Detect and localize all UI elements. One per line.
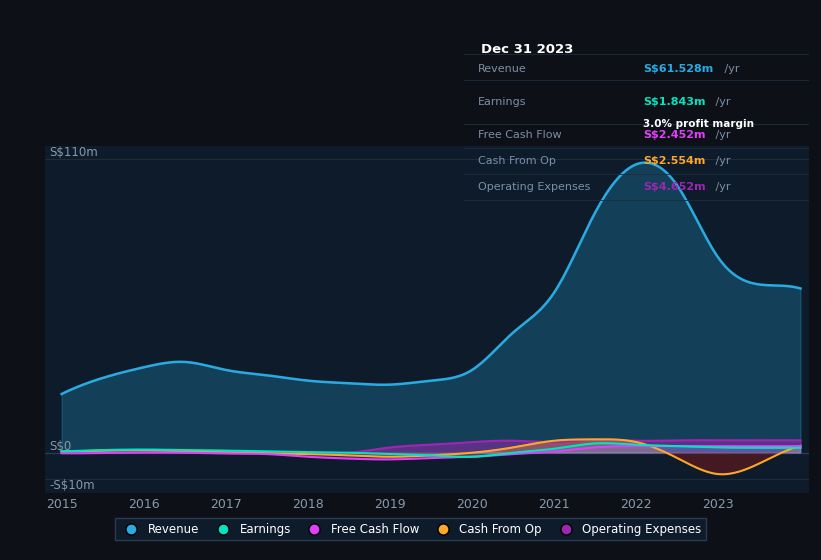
- Text: S$0: S$0: [49, 440, 71, 452]
- Text: S$2.452m: S$2.452m: [643, 130, 706, 140]
- Text: 3.0% profit margin: 3.0% profit margin: [643, 119, 754, 129]
- Text: Revenue: Revenue: [478, 64, 526, 74]
- Text: Cash From Op: Cash From Op: [478, 156, 556, 166]
- Text: /yr: /yr: [712, 97, 731, 107]
- Text: -S$10m: -S$10m: [49, 479, 94, 492]
- Text: Free Cash Flow: Free Cash Flow: [478, 130, 562, 140]
- Text: S$2.554m: S$2.554m: [643, 156, 705, 166]
- Text: /yr: /yr: [712, 156, 731, 166]
- Legend: Revenue, Earnings, Free Cash Flow, Cash From Op, Operating Expenses: Revenue, Earnings, Free Cash Flow, Cash …: [115, 518, 706, 540]
- Text: S$110m: S$110m: [49, 146, 98, 159]
- Text: Dec 31 2023: Dec 31 2023: [481, 43, 574, 56]
- Text: Operating Expenses: Operating Expenses: [478, 182, 590, 192]
- Text: /yr: /yr: [712, 130, 731, 140]
- Text: /yr: /yr: [712, 182, 731, 192]
- Text: S$1.843m: S$1.843m: [643, 97, 706, 107]
- Text: Earnings: Earnings: [478, 97, 526, 107]
- Text: S$61.528m: S$61.528m: [643, 64, 713, 74]
- Text: /yr: /yr: [721, 64, 739, 74]
- Text: S$4.652m: S$4.652m: [643, 182, 706, 192]
